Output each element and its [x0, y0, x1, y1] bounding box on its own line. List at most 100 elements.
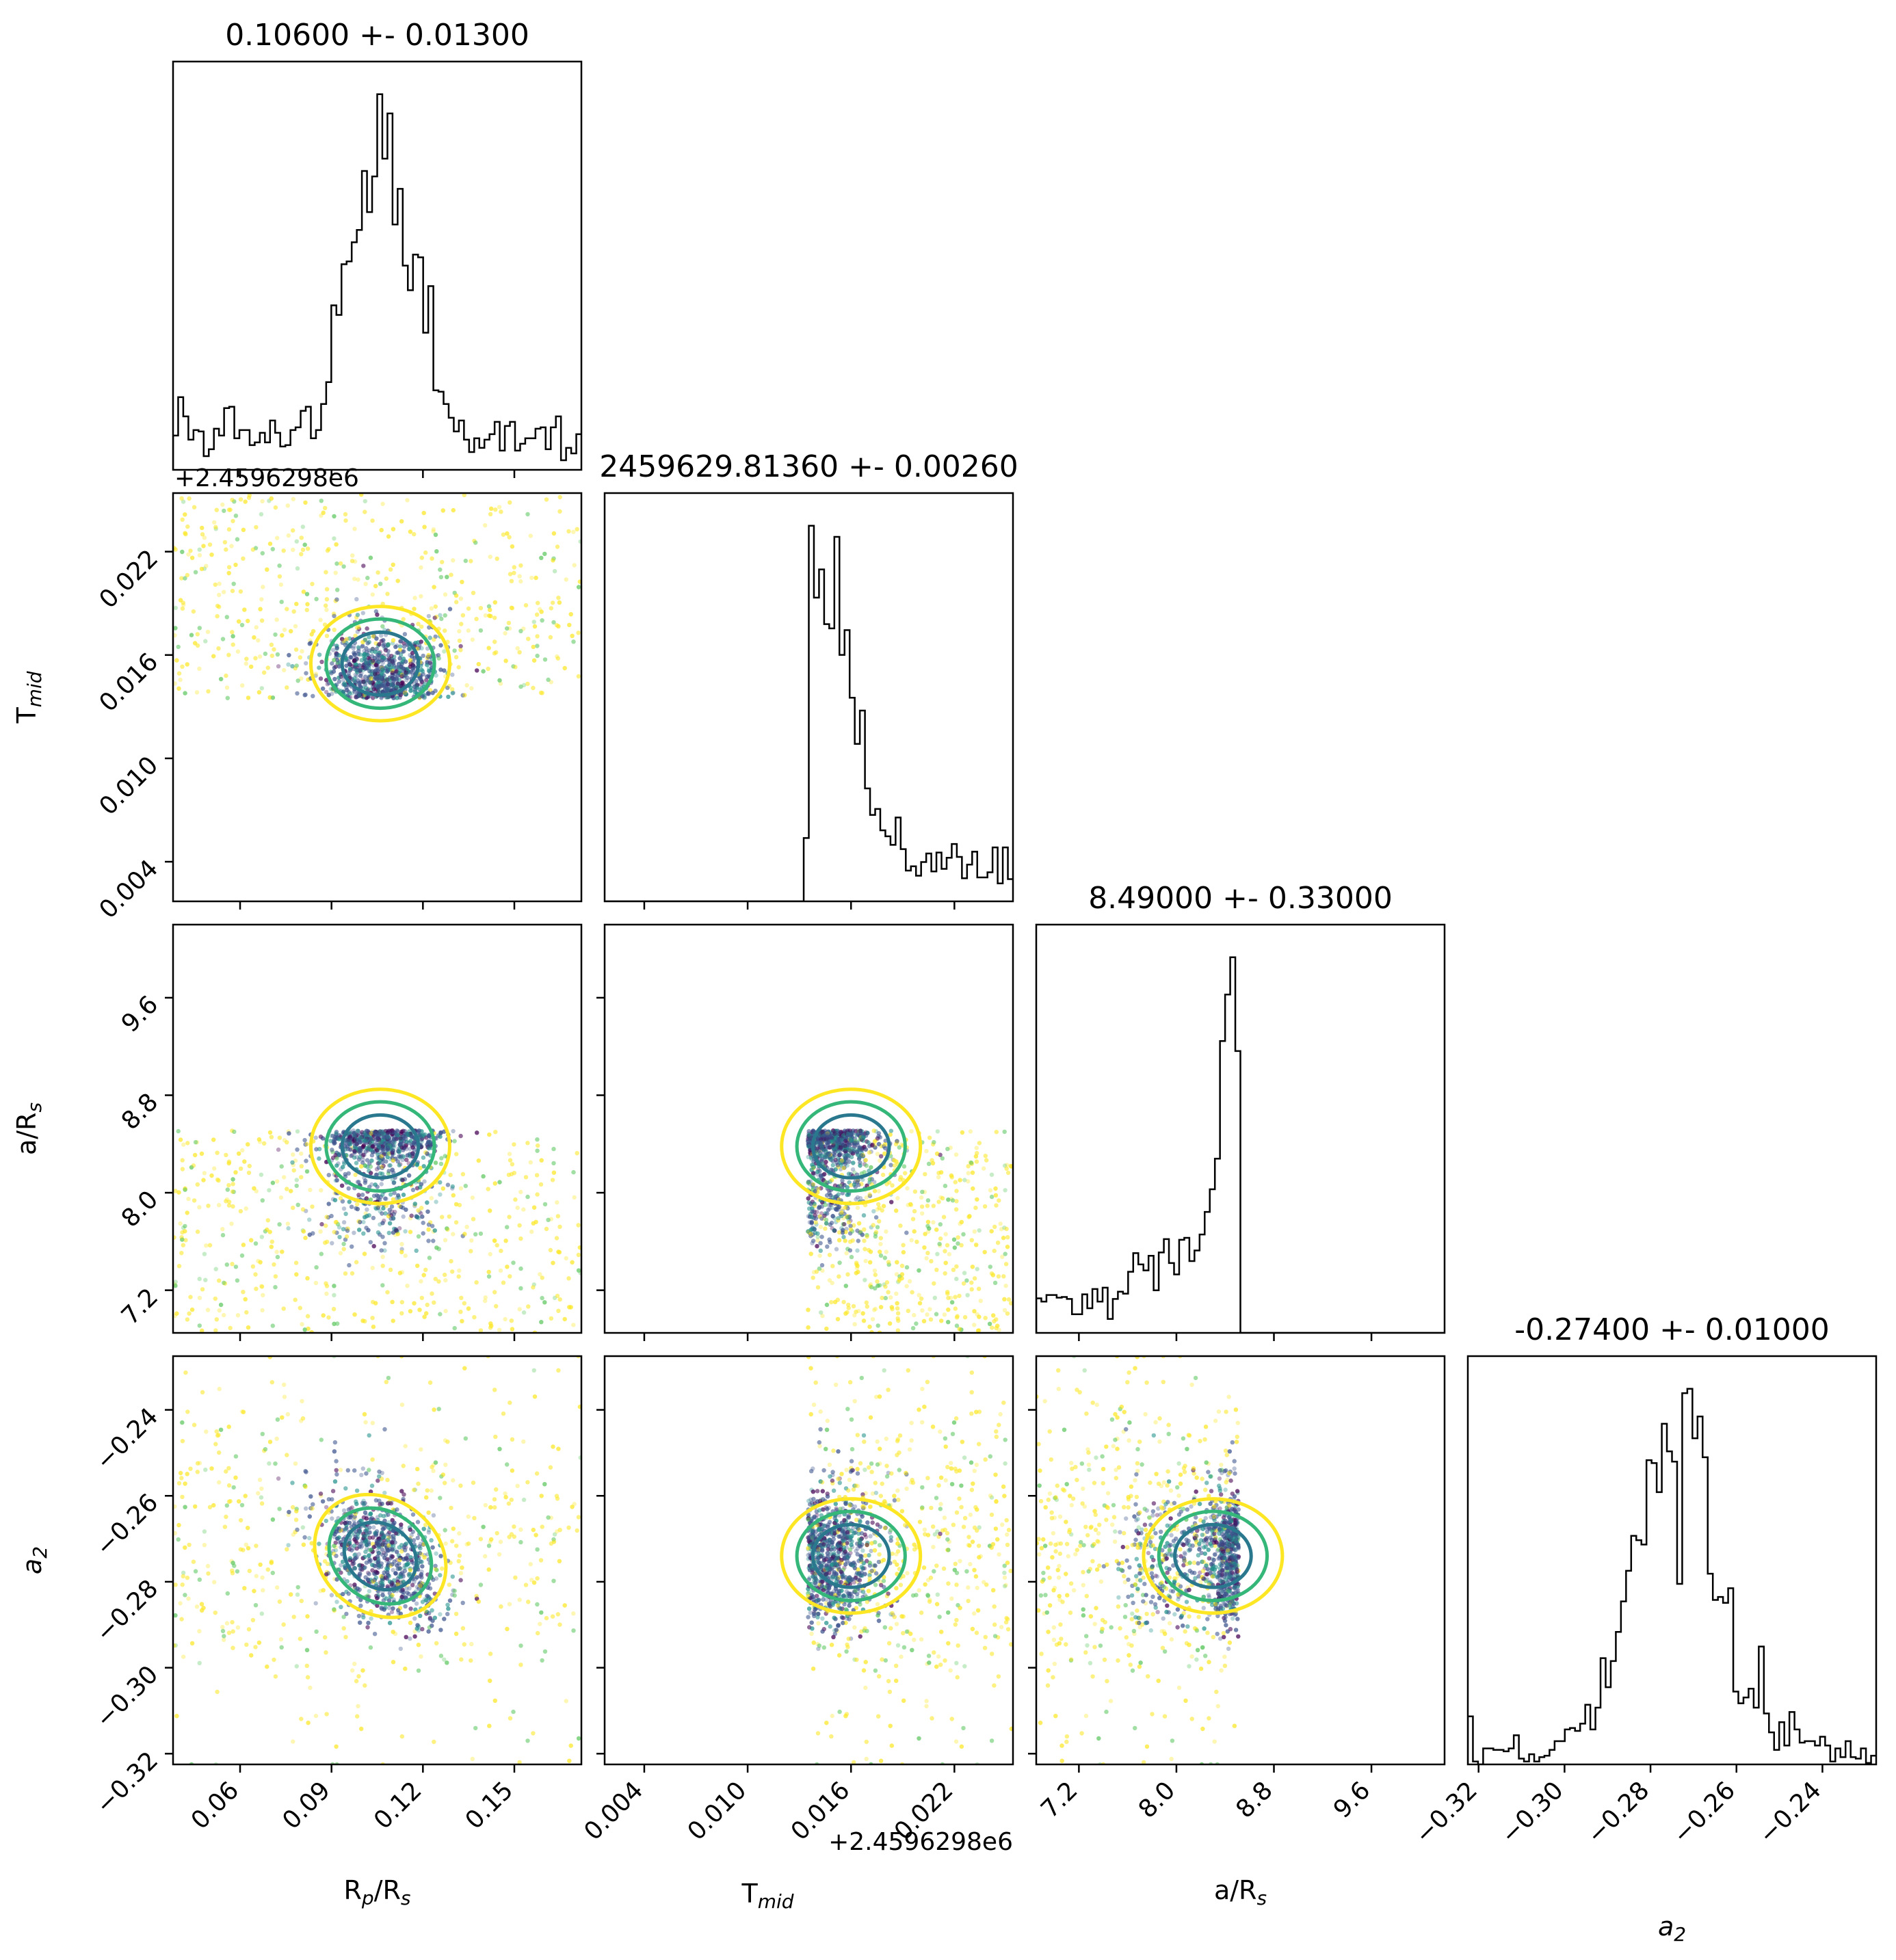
sample-point: [367, 680, 372, 685]
sample-point: [523, 602, 529, 608]
sample-point: [518, 579, 523, 584]
sample-point: [562, 1316, 567, 1322]
sample-point: [369, 1141, 373, 1146]
sample-point: [370, 1139, 375, 1143]
sample-point: [265, 567, 269, 572]
sample-point: [282, 627, 287, 633]
sample-point: [401, 1136, 406, 1141]
sample-point: [382, 683, 387, 688]
sample-point: [367, 657, 372, 661]
sample-point: [425, 660, 430, 665]
sample-point: [503, 659, 508, 663]
sample-point: [382, 685, 387, 690]
sample-point: [430, 691, 435, 696]
sample-point: [378, 1232, 382, 1237]
sample-point: [386, 684, 391, 689]
sample-point: [373, 675, 378, 680]
sample-point: [551, 556, 556, 561]
sample-point: [373, 670, 378, 674]
sample-point: [453, 593, 459, 598]
sample-point: [341, 1220, 347, 1225]
sample-point: [379, 1157, 384, 1163]
sample-point: [357, 1148, 362, 1152]
sample-point: [360, 1135, 365, 1139]
sample-point: [262, 1141, 267, 1146]
sample-point: [439, 616, 444, 622]
sample-point: [183, 532, 188, 537]
sample-point: [414, 1214, 419, 1219]
sample-point: [345, 1144, 350, 1149]
sample-point: [397, 656, 402, 661]
sample-point: [443, 613, 447, 618]
sample-point: [334, 652, 339, 657]
sample-point: [301, 590, 306, 594]
sample-point: [384, 688, 390, 693]
sample-point: [393, 1210, 397, 1215]
sample-point: [356, 693, 361, 698]
sample-point: [387, 1211, 392, 1217]
sample-point: [404, 1139, 409, 1144]
sample-point: [338, 1251, 343, 1256]
sample-point: [337, 653, 341, 658]
sample-point: [301, 590, 306, 594]
sample-point: [390, 1155, 395, 1161]
sample-point: [427, 625, 432, 630]
sample-point: [412, 689, 417, 694]
sample-point: [391, 1158, 396, 1163]
sample-point: [256, 1137, 262, 1142]
sample-point: [179, 1251, 184, 1256]
sample-point: [453, 654, 459, 660]
sample-point: [387, 1143, 392, 1148]
sample-point: [233, 562, 238, 568]
sample-point: [334, 1219, 339, 1225]
sample-point: [376, 674, 382, 680]
sample-point: [369, 676, 373, 681]
sample-point: [319, 1221, 324, 1227]
sample-point: [180, 549, 185, 555]
sample-point: [432, 585, 436, 590]
sample-point: [364, 1133, 369, 1138]
sample-point: [466, 1306, 471, 1311]
sample-point: [539, 609, 544, 614]
sample-point: [404, 692, 408, 697]
sample-point: [269, 653, 274, 659]
sample-point: [412, 1202, 417, 1206]
sample-point: [385, 1135, 391, 1139]
sample-point: [267, 1230, 272, 1234]
sample-point: [235, 649, 241, 654]
sample-point: [380, 671, 384, 676]
sample-point: [408, 1131, 413, 1137]
sample-point: [419, 1182, 424, 1187]
sample-point: [243, 1297, 248, 1302]
sample-point: [389, 1216, 393, 1221]
sample-point: [399, 684, 404, 689]
sample-point: [469, 559, 473, 564]
histogram-tmid: [605, 525, 1013, 901]
sample-point: [501, 532, 506, 537]
sample-point: [356, 624, 361, 629]
sample-point: [492, 1290, 497, 1295]
sample-point: [509, 1319, 514, 1323]
sample-point: [332, 1141, 337, 1146]
sample-point: [352, 1312, 357, 1317]
sample-point: [377, 650, 382, 655]
sample-point: [253, 656, 258, 661]
sample-point: [463, 1183, 468, 1189]
sample-point: [218, 676, 224, 682]
sample-point: [335, 1321, 340, 1326]
sample-point: [469, 1249, 473, 1254]
sample-point: [402, 1128, 408, 1134]
sample-point: [492, 651, 497, 656]
sample-point: [368, 555, 373, 560]
sample-point: [531, 644, 536, 650]
sample-point: [185, 662, 189, 667]
sample-point: [215, 613, 220, 619]
sample-point: [427, 625, 432, 630]
sample-point: [193, 1152, 198, 1158]
sample-point: [186, 552, 191, 557]
sample-point: [398, 1162, 403, 1167]
sample-point: [404, 668, 409, 673]
sample-point: [392, 684, 397, 689]
sample-point: [370, 1316, 375, 1321]
sample-point: [183, 512, 187, 517]
